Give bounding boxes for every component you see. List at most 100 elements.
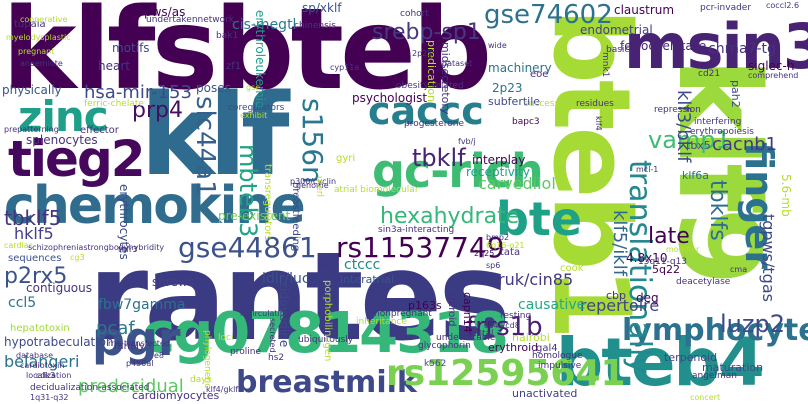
word: predication [425,40,438,102]
word: pcr-invader [700,3,752,13]
word: nonpregnant [374,309,432,319]
word: inheritance [356,317,407,327]
word: myelodysplastic [6,33,71,42]
word: pcaf [96,318,135,339]
word: success [524,99,560,109]
word: contiguous [26,281,93,295]
word: pre-existent [218,209,291,223]
word: gse74602 [484,0,613,30]
word: erythroleukemia [253,10,267,109]
word: subfertile [488,95,541,108]
word: chemokine [4,176,306,236]
word: pws/as [144,5,186,19]
word: localization [26,371,72,380]
word: klf3/bklf [673,90,694,163]
word: tieg2 [8,130,146,188]
word: hs2 [268,353,285,363]
word: 2p23 [492,81,523,95]
word: ubiquitously [298,335,354,345]
word: hepatotoxin [10,323,70,334]
word: bte [496,192,583,246]
word: effector [80,125,119,136]
word: msin3a [624,10,808,83]
word: cma [730,265,748,274]
word: interplay [472,153,526,167]
word: basic [606,45,630,55]
word: cbp [606,289,627,302]
word: breastmilk [236,365,417,400]
word: dataset [442,59,473,68]
word: recirculating [240,309,290,318]
word: gal4 [536,343,558,354]
word: cardiac [4,241,34,250]
word: p163s [408,299,442,312]
word: bapc3 [512,117,540,127]
word: chrna7-tg [708,41,776,57]
word: gse [246,83,261,92]
word: sequences [8,253,62,264]
word: pah2 [729,80,742,108]
word: phylogenetic [202,330,212,389]
word: mbteb3 [234,144,262,238]
word: family [114,341,145,352]
word: hexahydrate [380,204,520,229]
word: modifier [666,245,700,254]
word: klf [140,71,290,201]
word: receptivity [466,165,530,179]
word: cg3 [70,253,85,262]
word: zf1 [226,61,242,72]
word: cohort [400,9,429,19]
word: cd4+cd8 [484,321,520,330]
word: midsecretory [439,42,452,115]
word: cdk3 [36,371,56,380]
word: exhibit [240,111,268,120]
word: prepatterning [4,125,59,134]
word: secreted [268,318,277,353]
word: klf4 [594,116,603,131]
word: eoe [530,69,549,80]
word: claustrum [614,3,675,17]
word: decidualization-associated [30,383,150,393]
word: anaemiote [20,59,63,68]
word: genome [296,181,329,190]
word: interatrial [340,273,395,286]
word: pregnant [18,47,55,56]
word: septal [466,329,494,339]
word: physically [2,83,62,97]
word: sin3a-interacting [378,225,455,235]
word: tbklfs [705,180,730,241]
word: mcl-1 [636,165,659,174]
word: tgpws/tgas [759,214,778,302]
word: repertoire [580,296,660,315]
word: tbklf5 [4,206,62,230]
word: coregulators [228,103,285,113]
word: splenocytes [26,133,98,147]
word: box [318,261,333,270]
word: p2rx5 [4,264,68,289]
word: repression [654,105,701,115]
word: klf5/iklf [609,210,630,277]
word: cd21 [698,69,721,79]
word: rna-transfected [108,339,170,348]
word: cis-megtl [232,17,297,33]
word: deacetylase [676,277,731,287]
word: siglec-h [748,59,795,73]
word: cardiomyocytes [132,389,220,402]
word: cacnb1 [712,134,778,155]
word: gse44861 [178,231,317,264]
word: p450al [126,359,154,368]
word: predecidual [78,376,184,397]
word: cg07814318 [142,301,509,366]
word: database [16,351,54,360]
word: cardiotoxin [20,361,65,370]
word: concert [690,393,721,402]
word: klf6a [682,169,710,182]
word: glycophorin [418,341,471,351]
word: klf4/gklf [206,385,239,394]
word: cooperative [20,15,68,24]
word: bteb1 [530,8,653,337]
word: erythropoiesis [690,127,754,137]
word: obesity-related [396,81,464,91]
word: ccl5 [8,295,37,311]
word: atrial biomolecular [334,185,419,195]
